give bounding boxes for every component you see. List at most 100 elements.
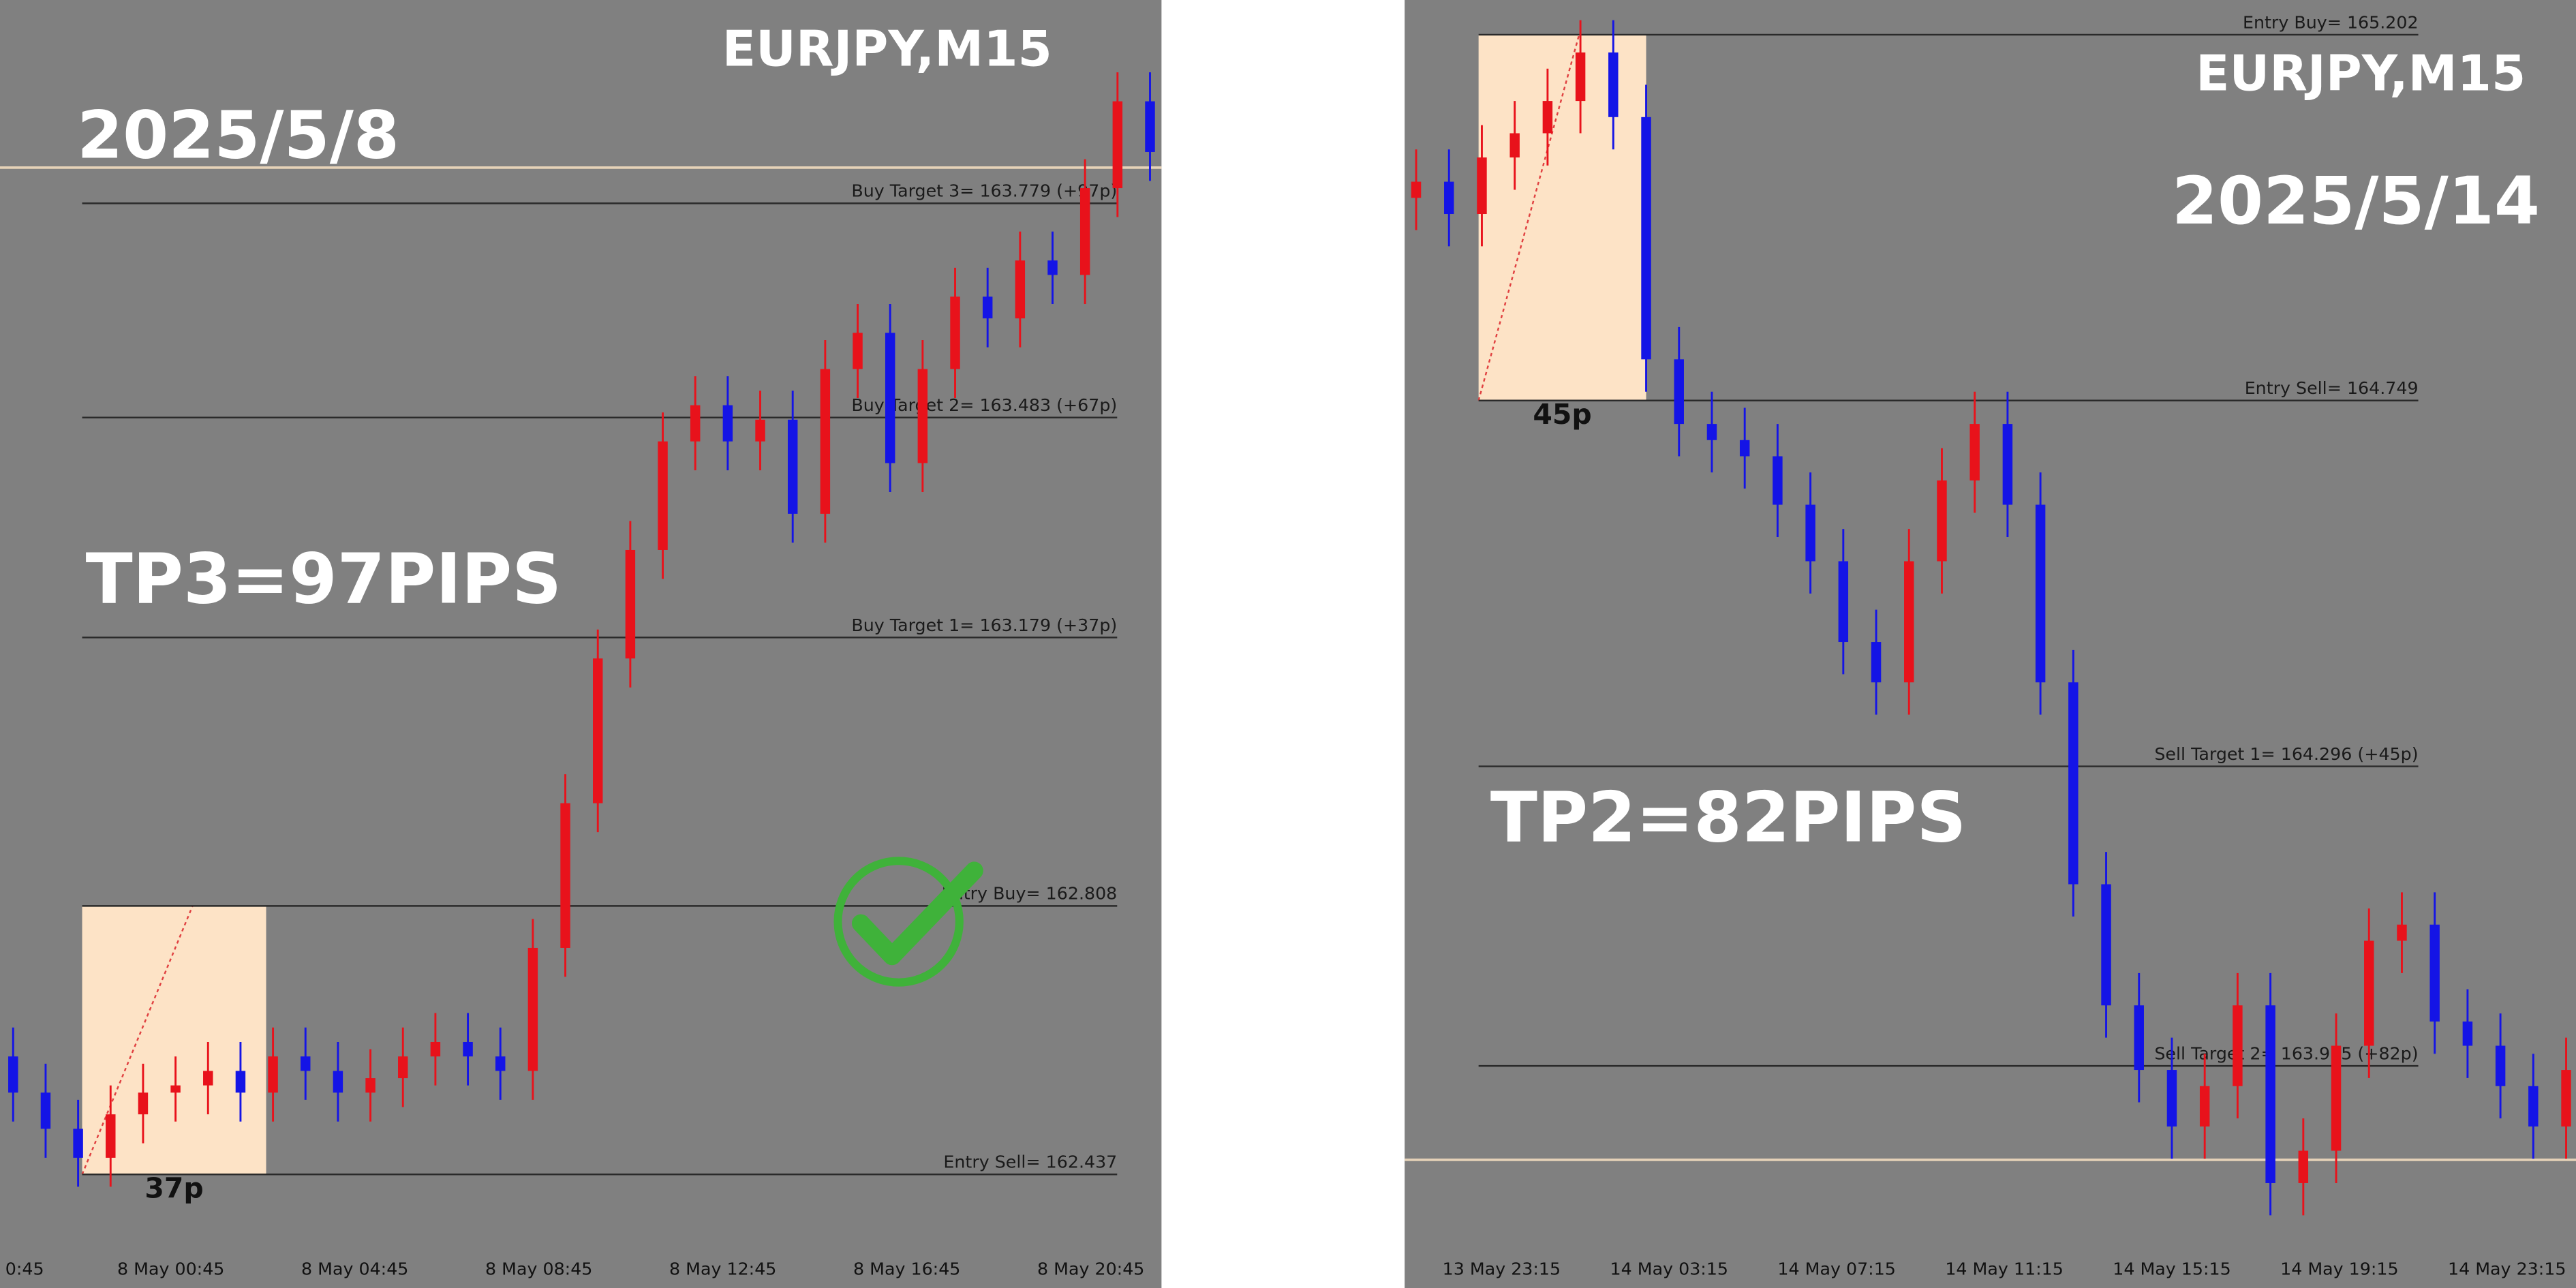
level-label: Sell Target 1= 164.296 (+45p) [2154,744,2418,764]
result-annotation: TP2=82PIPS [1490,777,1966,857]
x-tick-label: 8 May 04:45 [301,1259,408,1279]
x-tick-label: 8 May 12:45 [669,1259,776,1279]
candle-body [917,369,928,463]
x-tick-label: 13 May 23:15 [1443,1259,1561,1279]
chart-title: EURJPY,M15 [2196,46,2526,103]
candle-body [495,1056,506,1071]
candle-body [1937,480,1947,562]
candle-body [398,1056,408,1079]
level-label: Sell Target 2= 163.925 (+82p) [2154,1043,2418,1063]
box-label: 37p [144,1171,203,1204]
candle-body [106,1114,116,1158]
candle-body [1047,260,1058,275]
candle-body [1145,101,1155,152]
candle-body [2166,1070,2177,1127]
level-label: Buy Target 3= 163.779 (+97p) [851,181,1117,201]
candle-body [1477,157,1487,215]
x-tick-label: 14 May 03:15 [1610,1259,1728,1279]
candle-body [2397,924,2407,941]
x-tick-label: 14 May 23:15 [2448,1259,2566,1279]
candle-body [1641,117,1651,360]
x-tick-label: 0:45 [5,1259,44,1279]
candle-body [333,1071,343,1093]
level-label: Buy Target 1= 163.179 (+37p) [851,615,1117,635]
candle-body [235,1071,246,1093]
x-tick-label: 14 May 07:15 [1777,1259,1895,1279]
panel-group: 37p Buy Target 3= 163.779 (+97p) Buy Targe… [0,20,1162,1279]
candle-body [8,1056,18,1093]
candle-body [1444,181,1454,215]
candle-body [2035,504,2046,683]
candle-body [40,1092,51,1129]
candle-body [365,1078,375,1093]
check-mark [851,861,983,966]
candle-body [1871,642,1882,683]
level-label: Buy Target 2= 163.483 (+67p) [851,395,1117,415]
candle-body [820,369,831,514]
entry-box [1478,34,1646,401]
candle-body [1805,504,1815,562]
candle-body [73,1129,83,1158]
level-label: Entry Buy= 165.202 [2243,12,2419,32]
candle-body [2199,1086,2210,1127]
candle-body [2134,1005,2144,1071]
candle-body [203,1071,213,1086]
candle-body [1575,52,1586,102]
x-tick-label: 8 May 00:45 [117,1259,224,1279]
candle-body [2462,1021,2473,1046]
candle-body [885,333,895,463]
candle-body [170,1085,181,1093]
candle-body [658,441,668,550]
panel-group: 45p Entry Buy= 165.202 Entry Sell= 164.749… [1405,12,2576,1279]
candle-body [982,296,993,319]
candle-body [2101,884,2111,1006]
candle-body [2331,1045,2342,1151]
candle-body [2429,924,2440,1022]
candle-body [1838,561,1849,643]
date-label: 2025/5/14 [2172,163,2540,239]
x-tick-label: 14 May 11:15 [1945,1259,2063,1279]
candle-body [1411,181,1422,198]
box-diagonal [1477,34,1580,401]
candle-body [625,549,636,659]
level-label: Entry Sell= 162.437 [943,1152,1117,1172]
candle-body [2495,1045,2506,1086]
date-label: 2025/5/8 [77,97,399,173]
candle-body [2002,424,2013,505]
candle-body [1706,424,1717,440]
candle-body [1079,188,1090,275]
candle-body [1773,456,1783,505]
candle-body [2233,1005,2243,1086]
candle-body [755,419,765,442]
candle-body [2561,1070,2571,1127]
candle-body [787,419,798,514]
candle-body [950,296,960,369]
candle-body [1969,424,1980,481]
box-label: 45p [1533,398,1591,431]
x-tick-label: 14 May 15:15 [2113,1259,2230,1279]
candle-body [1739,440,1750,457]
candle-body [1904,561,1914,683]
candle-body [592,658,603,803]
result-annotation: TP3=97PIPS [86,539,562,619]
candle-body [690,405,701,442]
candle-body [1542,101,1553,134]
candle-body [2068,682,2079,885]
candle-body [2298,1150,2309,1183]
candle-body [1509,133,1520,158]
candle-body [1112,101,1123,189]
candle-body [2265,1005,2275,1183]
candle-body [2364,940,2374,1046]
candle-body [853,333,863,369]
x-tick-label: 8 May 16:45 [853,1259,960,1279]
level-label: Entry Sell= 164.749 [2245,378,2419,398]
candle-body [1015,260,1026,319]
candle-body [560,803,570,948]
candle-body [268,1056,278,1093]
candle-body [722,405,733,442]
candle-body [301,1056,311,1071]
x-tick-label: 14 May 19:15 [2280,1259,2398,1279]
candle-body [2528,1086,2539,1127]
